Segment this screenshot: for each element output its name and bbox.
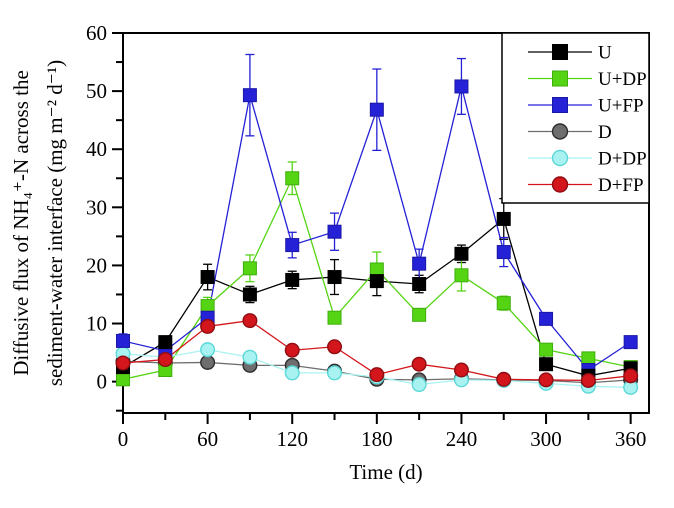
point-D+FP (623, 368, 639, 384)
x-tick-label: 240 (446, 427, 478, 451)
y-tick-label: 20 (86, 253, 107, 277)
legend-marker-U+DP (552, 70, 568, 87)
point-U (327, 270, 342, 285)
point-D+DP (327, 365, 343, 381)
point-D+FP (327, 339, 343, 355)
point-D+FP (496, 371, 512, 387)
legend-label-D: D (598, 122, 612, 143)
y-axis-title-line2: sediment-water interface (mg m⁻² d⁻¹) (43, 60, 67, 386)
y-tick-label: 60 (86, 21, 107, 45)
legend-box (501, 32, 650, 204)
point-U+FP (412, 256, 427, 271)
plot-area: 0 60 120 180 240 300 360 0 10 20 30 40 50 60 U U+DP U+FP… (86, 21, 650, 451)
point-D+FP (538, 372, 554, 388)
point-U+FP (327, 224, 342, 239)
point-D+DP (411, 377, 427, 393)
point-U+FP (539, 311, 554, 326)
series-line-U (122, 217, 631, 377)
point-U+DP (539, 342, 554, 357)
legend-label-D+FP: D+FP (598, 175, 644, 196)
legend-marker-U (552, 44, 568, 60)
point-D+FP (157, 352, 173, 368)
legend-label-U+DP: U+DP (598, 69, 647, 90)
legend-marker-D+DP (551, 149, 569, 167)
point-U+DP (327, 310, 342, 325)
y-tick-label: 10 (86, 312, 107, 336)
point-U+DP (454, 268, 469, 283)
point-U+FP (369, 102, 384, 117)
point-U+FP (454, 79, 469, 94)
point-U (158, 335, 173, 350)
point-U+DP (242, 261, 257, 276)
point-D+DP (284, 365, 300, 381)
legend-marker-U+FP (552, 97, 568, 113)
y-tick-label: 40 (86, 137, 107, 161)
point-U (369, 274, 384, 289)
point-U (285, 272, 300, 287)
point-D (200, 354, 216, 370)
point-D+FP (411, 356, 427, 372)
point-D+FP (284, 342, 300, 358)
point-D+FP (115, 355, 131, 371)
point-U+DP (200, 299, 215, 314)
point-U (412, 277, 427, 292)
point-U+FP (623, 335, 638, 350)
point-U (454, 246, 469, 261)
point-U+DP (581, 351, 596, 366)
x-tick-label: 360 (615, 427, 647, 451)
point-U+FP (242, 88, 257, 103)
point-U+FP (496, 245, 511, 260)
point-U+DP (412, 307, 427, 322)
point-U+DP (496, 296, 511, 311)
point-D+DP (242, 349, 258, 365)
x-tick-label: 300 (530, 427, 562, 451)
legend-label-U+FP: U+FP (598, 96, 644, 117)
y-tick-label: 50 (86, 79, 107, 103)
point-D+FP (242, 313, 258, 329)
point-U (200, 270, 215, 285)
point-U (242, 287, 257, 302)
point-D+DP (200, 342, 216, 358)
x-tick-label: 0 (118, 427, 129, 451)
x-tick-label: 120 (276, 427, 308, 451)
y-tick-label: 30 (86, 195, 107, 219)
point-D+FP (453, 362, 469, 378)
point-U (539, 357, 554, 372)
point-U+DP (369, 262, 384, 277)
point-U+DP (285, 171, 300, 186)
y-tick-label: 0 (97, 370, 108, 394)
point-D+FP (200, 318, 216, 334)
x-tick-label: 60 (197, 427, 218, 451)
y-axis-title-line1: Diffusive flux of NH₄⁺-N across the (9, 70, 33, 376)
x-axis-title: Time (d) (349, 460, 422, 484)
point-D+FP (580, 372, 596, 388)
legend-marker-D+FP (551, 176, 569, 193)
legend-label-U: U (598, 43, 612, 64)
point-U (496, 211, 511, 226)
legend-marker-D (551, 123, 569, 140)
point-U+FP (116, 333, 130, 348)
plot-frame (122, 32, 650, 414)
x-tick-label: 180 (361, 427, 393, 451)
point-U+DP (116, 372, 130, 387)
point-D+FP (369, 367, 385, 383)
point-U+FP (285, 238, 300, 253)
legend-label-D+DP: D+DP (598, 149, 647, 170)
